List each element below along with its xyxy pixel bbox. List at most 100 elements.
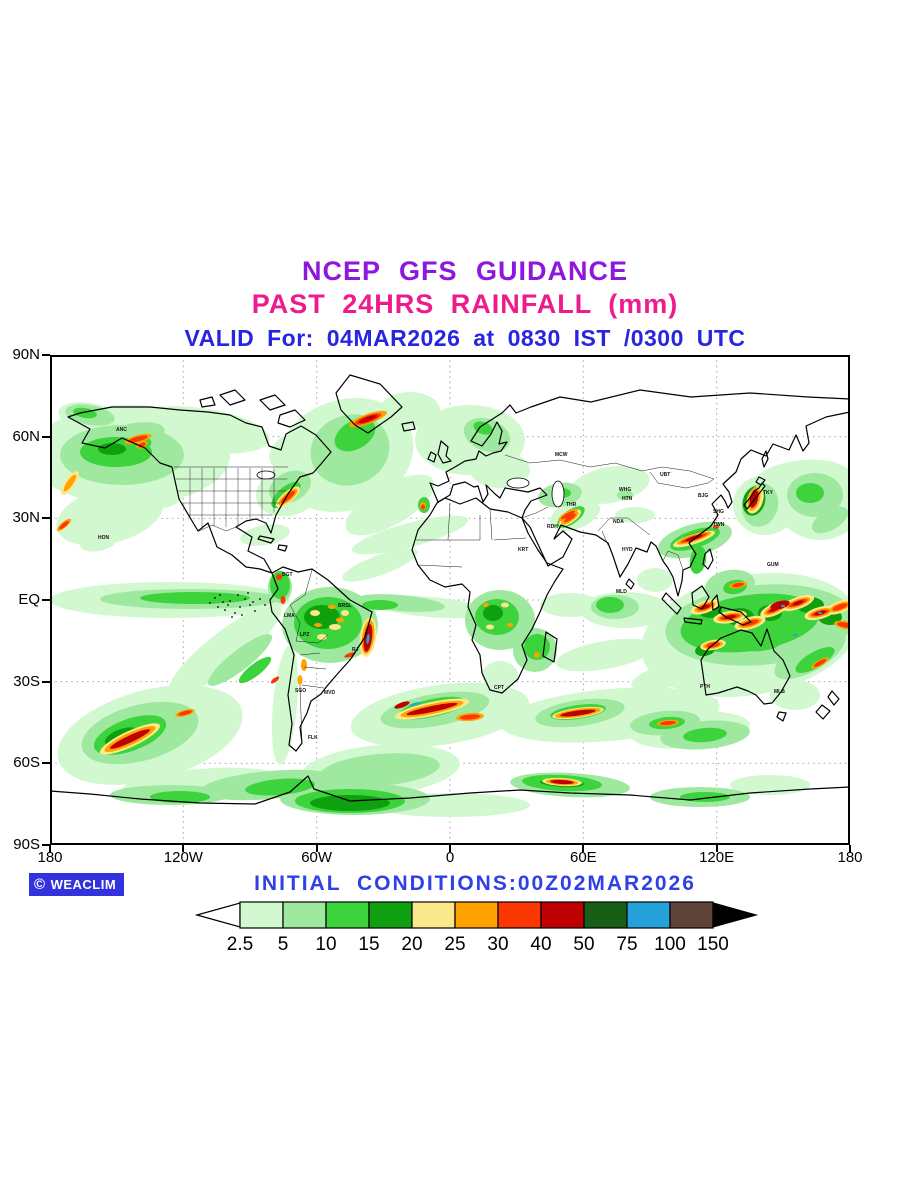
legend-cell-5	[454, 901, 499, 929]
copyright-icon: ©	[34, 876, 46, 893]
lat-tick-mark	[42, 680, 50, 683]
lat-tick-label-30s: 30S	[13, 672, 40, 690]
station-label-nda: NDA	[613, 519, 624, 525]
legend-level-10: 10	[315, 934, 336, 955]
legend-level-100: 100	[654, 934, 686, 955]
station-label-bjg: BJG	[698, 493, 708, 499]
caribbean-islands	[257, 535, 288, 552]
station-label-whg: WHG	[619, 487, 631, 493]
lat-tick-label-90s: 90S	[13, 836, 40, 853]
station-label-brsl: BRSL	[338, 603, 352, 609]
legend-level-40: 40	[530, 934, 551, 955]
station-label-mcw: MCW	[555, 452, 568, 458]
country-borders	[174, 454, 715, 744]
sri-lanka	[625, 578, 635, 590]
lon-tick-label-120w: 120W	[163, 849, 203, 866]
legend-cell-3	[368, 901, 413, 929]
lon-tick-label-60w: 60W	[301, 849, 333, 866]
british-isles	[427, 440, 452, 464]
station-label-lpz: LPZ	[300, 632, 309, 638]
lat-tick-mark	[42, 844, 50, 846]
legend-level-15: 15	[358, 934, 379, 955]
lon-tick-label-60e: 60E	[570, 849, 597, 866]
legend-under-arrow	[195, 902, 241, 928]
station-label-htn: HTN	[622, 496, 633, 502]
legend-cell-7	[540, 901, 585, 929]
iceland	[401, 421, 416, 432]
lat-tick-mark	[42, 354, 50, 356]
lon-tick-label-0: 0	[445, 849, 455, 866]
station-label-shg: SHG	[713, 509, 724, 515]
lon-tick-mark	[315, 845, 318, 852]
lon-tick-mark	[49, 845, 51, 852]
rainfall-shading	[50, 392, 850, 817]
station-label-lma: LMA	[284, 613, 295, 619]
lat-tick-label-30n: 30N	[12, 509, 40, 527]
legend-level-75: 75	[616, 934, 637, 955]
station-label-hon: HON	[98, 535, 110, 541]
lat-tick-label-60n: 60N	[12, 427, 40, 445]
data-speckles	[209, 592, 266, 618]
australia	[700, 628, 791, 722]
rainfall-color-legend: 2.5 5 10 15 20 25 30 40 50 75 100 150	[195, 901, 759, 955]
lon-tick-label-180: 180	[837, 849, 863, 866]
station-label-mlb: MLB	[774, 689, 785, 695]
world-rainfall-map: ANC HON BGT LMA LPZ BRSL RJ SGO MVD FLK MCW THR RDH K…	[50, 355, 850, 845]
station-label-thr: THR	[566, 502, 577, 508]
sakhalin	[761, 450, 769, 468]
station-label-bgt: BGT	[282, 572, 293, 578]
station-label-flk: FLK	[308, 735, 318, 741]
lon-tick-mark	[449, 845, 451, 852]
new-zealand	[815, 690, 840, 720]
station-label-hyd: HYD	[622, 547, 633, 553]
station-labels: ANC HON BGT LMA LPZ BRSL RJ SGO MVD FLK MCW THR RDH K…	[98, 427, 785, 741]
lat-tick-label-60s: 60S	[13, 754, 40, 772]
weaclim-logo-text: WEACLIM	[50, 877, 117, 892]
legend-cell-8	[583, 901, 628, 929]
black-sea	[506, 477, 530, 489]
station-label-tky: TKY	[763, 490, 774, 496]
lat-tick-mark	[42, 762, 50, 765]
arctic-islands	[199, 389, 306, 428]
legend-level-50: 50	[573, 934, 594, 955]
legend-level-5: 5	[278, 934, 289, 955]
coastlines	[50, 374, 850, 805]
valid-time-line: VALID For: 04MAR2026 at 0830 IST /0300 U…	[184, 325, 746, 351]
lon-tick-mark	[849, 845, 851, 852]
legend-cell-2	[325, 901, 370, 929]
south-america	[269, 566, 373, 752]
north-america	[67, 406, 332, 574]
inland-seas	[256, 470, 565, 508]
africa	[411, 497, 564, 694]
eurasia	[429, 389, 850, 597]
madagascar	[542, 631, 558, 663]
lat-tick-mark	[42, 517, 50, 520]
greenland	[335, 374, 403, 434]
legend-cell-9	[626, 901, 671, 929]
legend-level-150: 150	[697, 934, 729, 955]
station-label-ubt: UBT	[660, 472, 670, 478]
station-label-anc: ANC	[116, 427, 127, 433]
station-label-gum: GUM	[767, 562, 779, 568]
station-label-sgo: SGO	[295, 688, 306, 694]
station-label-rdh: RDH	[547, 524, 558, 530]
lat-tick-label-eq: EQ	[18, 591, 40, 608]
lon-tick-label-120e: 120E	[699, 849, 735, 866]
lon-tick-mark	[182, 845, 185, 852]
station-label-rj: RJ	[352, 647, 359, 653]
caspian-sea	[551, 480, 565, 508]
legend-level-25: 25	[444, 934, 465, 955]
lat-tick-mark	[42, 435, 50, 438]
legend-level-2.5: 2.5	[227, 934, 253, 955]
station-label-krt: KRT	[518, 547, 528, 553]
chart-subtitle: PAST 24HRS RAINFALL (mm)	[251, 289, 679, 319]
station-label-twn: TWN	[713, 522, 725, 528]
lon-tick-mark	[715, 845, 718, 852]
station-label-cpt: CPT	[494, 685, 504, 691]
map-frame	[50, 355, 850, 845]
great-lakes	[256, 470, 276, 480]
legend-level-20: 20	[401, 934, 422, 955]
chart-title: NCEP GFS GUIDANCE	[301, 256, 629, 286]
legend-cell-0	[239, 901, 284, 929]
antarctica	[50, 775, 850, 805]
